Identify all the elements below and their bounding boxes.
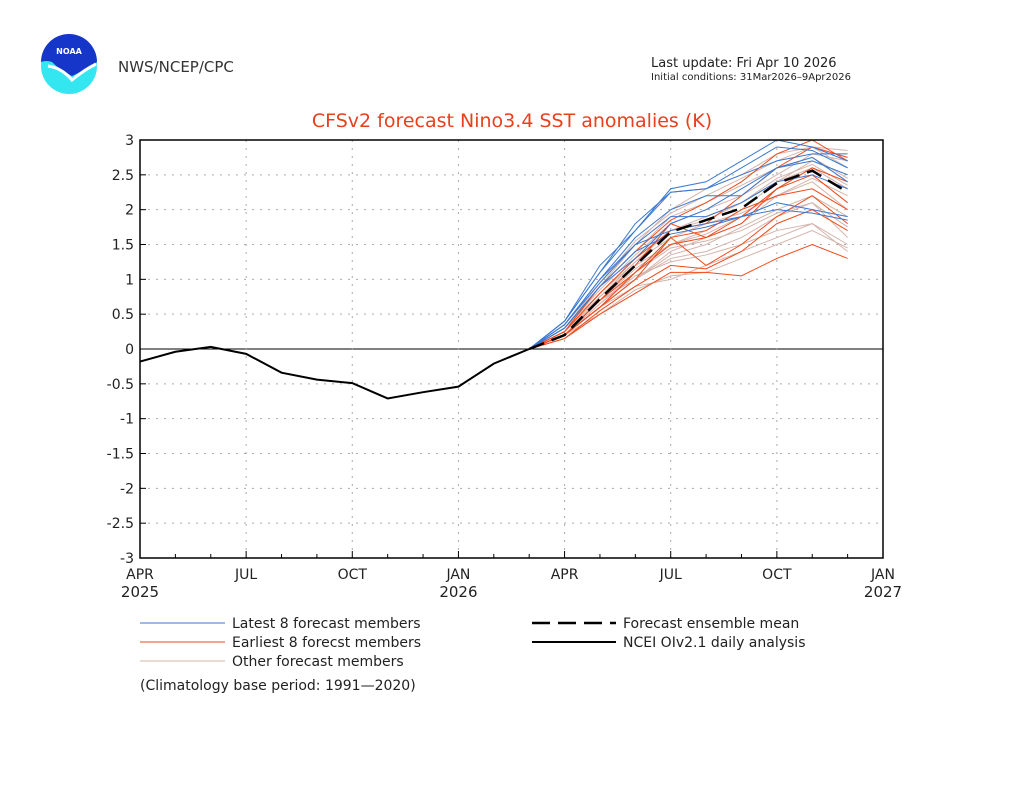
y-tick-label: -0.5 — [107, 377, 134, 393]
legend-label-earliest: Earliest 8 forecst members — [232, 635, 421, 651]
y-tick-label: -2.5 — [107, 516, 134, 532]
earliest-member-line — [529, 174, 848, 350]
x-tick-year: 2027 — [864, 583, 902, 601]
legend: Latest 8 forecast members Earliest 8 for… — [140, 616, 806, 694]
y-tick-label: -3 — [120, 551, 134, 567]
ensemble-mean-line — [528, 169, 849, 351]
other-member-line — [528, 146, 848, 350]
legend-label-other: Other forecast members — [232, 654, 404, 670]
other-member-line — [529, 230, 848, 350]
y-tick-label: 0.5 — [112, 307, 134, 323]
legend-label-latest: Latest 8 forecast members — [232, 616, 421, 632]
y-tick-label: 1 — [125, 272, 134, 288]
latest-member-line — [528, 202, 848, 350]
x-tick-year: 2025 — [121, 583, 159, 601]
y-tick-label: -1.5 — [107, 447, 134, 463]
y-tick-label: -2 — [120, 481, 134, 497]
latest-member-line — [528, 139, 848, 350]
x-tick-month: JUL — [234, 567, 257, 583]
other-member-line — [528, 202, 848, 350]
svg-text:NOAA: NOAA — [56, 47, 82, 56]
legend-label-mean: Forecast ensemble mean — [623, 616, 799, 632]
y-tick-label: 0 — [125, 342, 134, 358]
y-tick-label: 2 — [125, 203, 134, 219]
x-tick-month: JUL — [659, 567, 682, 583]
initial-conditions: Initial conditions: 31Mar2026–9Apr2026 — [651, 72, 851, 83]
last-update: Last update: Fri Apr 10 2026 — [651, 56, 837, 71]
chart-title: CFSv2 forecast Nino3.4 SST anomalies (K) — [312, 110, 712, 132]
x-tick-month: JAN — [445, 567, 470, 583]
x-tick-month: OCT — [762, 567, 792, 583]
x-tick-month: APR — [551, 567, 579, 583]
y-tick-label: -1 — [120, 412, 134, 428]
footnote: (Climatology base period: 1991—2020) — [140, 678, 416, 694]
y-tick-label: 3 — [125, 133, 134, 149]
other-member-line — [528, 167, 848, 350]
earliest-member-line — [528, 139, 848, 350]
latest-member-line — [528, 146, 848, 350]
earliest-member-line — [529, 209, 848, 350]
x-tick-month: APR — [126, 567, 154, 583]
latest-member-line — [528, 174, 848, 350]
other-member-line — [529, 202, 848, 350]
y-tick-label: 2.5 — [112, 168, 134, 184]
analysis-line — [139, 345, 530, 400]
noaa-logo: NOAA — [41, 34, 97, 94]
x-tick-month: OCT — [338, 567, 368, 583]
earliest-member-line — [529, 243, 848, 350]
x-tick-year: 2026 — [439, 583, 477, 601]
legend-label-analysis: NCEI OIv2.1 daily analysis — [623, 635, 806, 651]
x-tick-month: JAN — [870, 567, 895, 583]
y-tick-label: 1.5 — [112, 238, 134, 254]
agency-label: NWS/NCEP/CPC — [118, 58, 234, 76]
